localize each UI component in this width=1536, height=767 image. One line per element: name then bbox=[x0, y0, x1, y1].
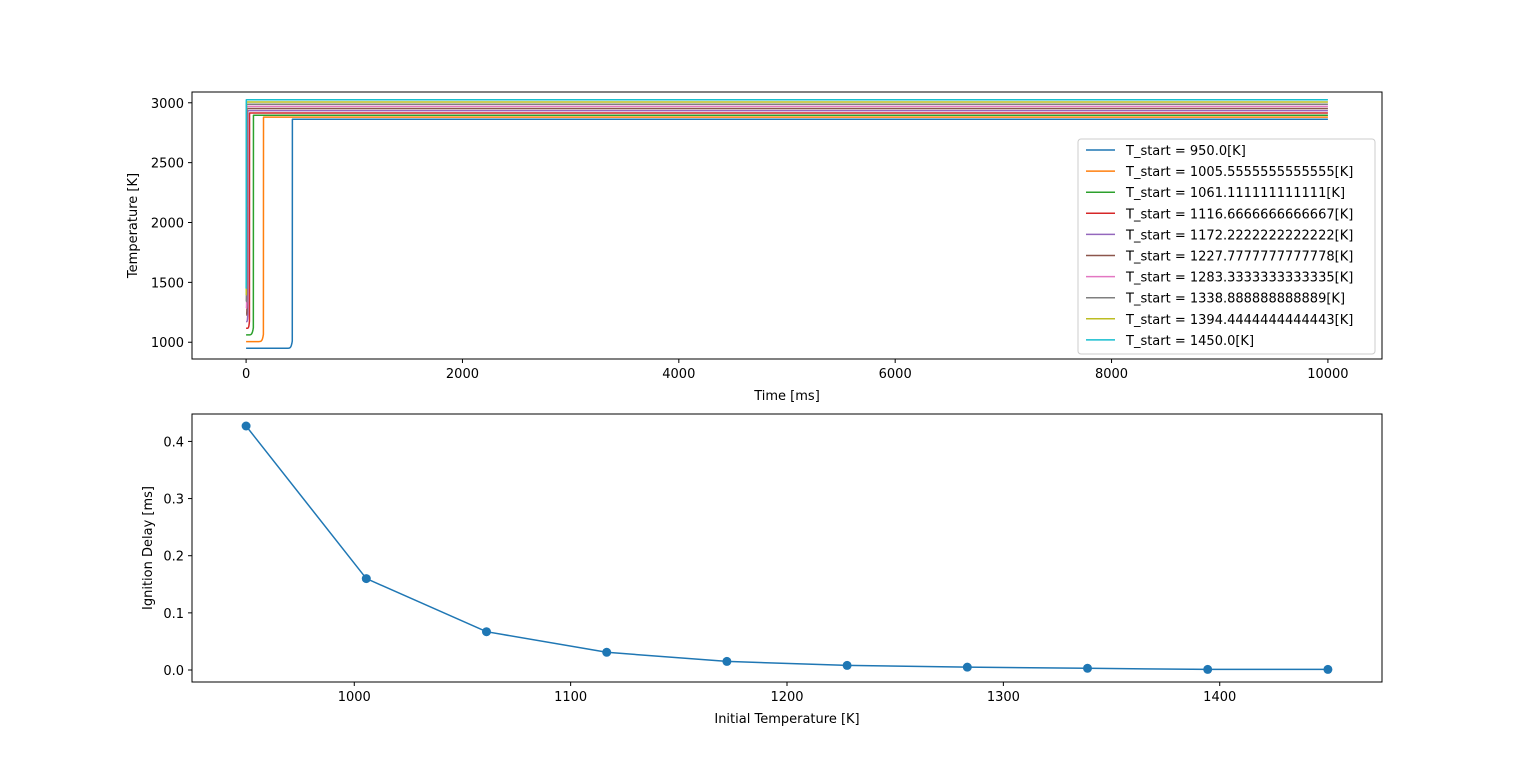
legend-label: T_start = 1005.5555555555555[K] bbox=[1125, 165, 1353, 180]
y-tick-label: 0.1 bbox=[163, 607, 184, 622]
ignition-delay-line bbox=[245, 425, 1328, 671]
series-line-6 bbox=[245, 107, 1328, 316]
axes-frame-1 bbox=[191, 91, 1383, 360]
data-point bbox=[602, 647, 612, 657]
x-tick-label: 1100 bbox=[554, 690, 587, 705]
plot-area-2 bbox=[241, 421, 1333, 674]
series-line-9 bbox=[245, 101, 1328, 296]
y-axis-label: Temperature [K] bbox=[126, 173, 141, 279]
x-axis-label: Initial Temperature [K] bbox=[714, 712, 859, 727]
axes-2: 1000 1100 1200 1300 1400 0.0 0.1 0.2 0.3 0.4 Initi… bbox=[141, 413, 1383, 727]
legend-label: T_start = 1394.4444444444443[K] bbox=[1125, 313, 1353, 328]
legend-frame bbox=[1077, 138, 1376, 355]
y-tick-label: 1500 bbox=[151, 276, 184, 291]
legend-label: T_start = 950.0[K] bbox=[1125, 144, 1246, 159]
x-tick-label: 2000 bbox=[446, 367, 479, 382]
y-tick-label: 1000 bbox=[151, 336, 184, 351]
series-line-10 bbox=[245, 99, 1328, 290]
data-point bbox=[361, 574, 371, 584]
legend-label: T_start = 1338.888888888889[K] bbox=[1125, 292, 1345, 307]
y-tick-label: 2500 bbox=[151, 157, 184, 172]
x-axis-label: Time [ms] bbox=[753, 389, 820, 404]
y-tick-label: 0.4 bbox=[163, 435, 184, 450]
data-point bbox=[481, 627, 491, 637]
x-tick-label: 1300 bbox=[987, 690, 1020, 705]
data-point bbox=[842, 660, 852, 670]
series-line-4 bbox=[245, 112, 1328, 330]
y-axis-label: Ignition Delay [ms] bbox=[141, 486, 156, 610]
legend-label: T_start = 1227.7777777777778[K] bbox=[1125, 250, 1353, 265]
legend-label: T_start = 1450.0[K] bbox=[1125, 334, 1254, 349]
x-tick-label: 8000 bbox=[1095, 367, 1128, 382]
legend-label: T_start = 1283.3333333333335[K] bbox=[1125, 271, 1353, 286]
axes-frame-2 bbox=[191, 413, 1383, 683]
y-tick-label: 0.2 bbox=[163, 550, 184, 565]
series-line-3 bbox=[246, 114, 1328, 336]
legend-label: T_start = 1172.2222222222222[K] bbox=[1125, 228, 1353, 243]
x-tick-label: 10000 bbox=[1307, 367, 1348, 382]
series-line-5 bbox=[245, 109, 1328, 323]
series-line-1 bbox=[246, 118, 1328, 349]
y-tick-label: 2000 bbox=[151, 217, 184, 232]
plot-area-1 bbox=[245, 99, 1328, 349]
data-point bbox=[1203, 664, 1213, 674]
data-point bbox=[241, 421, 251, 431]
y-tick-label: 0.0 bbox=[163, 664, 184, 679]
data-point bbox=[1083, 663, 1093, 673]
series-line-7 bbox=[245, 105, 1328, 310]
series-line-2 bbox=[246, 116, 1328, 343]
x-tick-label: 0 bbox=[242, 367, 250, 382]
legend: T_start = 950.0[K] T_start = 1005.5555555… bbox=[1077, 138, 1376, 355]
x-tick-label: 6000 bbox=[879, 367, 912, 382]
series-line-8 bbox=[245, 103, 1328, 303]
data-point bbox=[962, 662, 972, 672]
y-tick-label: 0.3 bbox=[163, 493, 184, 508]
data-point bbox=[722, 656, 732, 666]
x-tick-label: 1000 bbox=[338, 690, 371, 705]
y-tick-label: 3000 bbox=[151, 97, 184, 112]
axes-1: 0 2000 4000 6000 8000 10000 1000 1500 2000 2500 30… bbox=[126, 91, 1383, 404]
x-tick-label: 4000 bbox=[662, 367, 695, 382]
legend-label: T_start = 1061.111111111111[K] bbox=[1125, 186, 1345, 201]
legend-label: T_start = 1116.6666666666667[K] bbox=[1125, 207, 1353, 222]
x-tick-label: 1400 bbox=[1203, 690, 1236, 705]
x-tick-label: 1200 bbox=[770, 690, 803, 705]
data-point bbox=[1323, 664, 1333, 674]
